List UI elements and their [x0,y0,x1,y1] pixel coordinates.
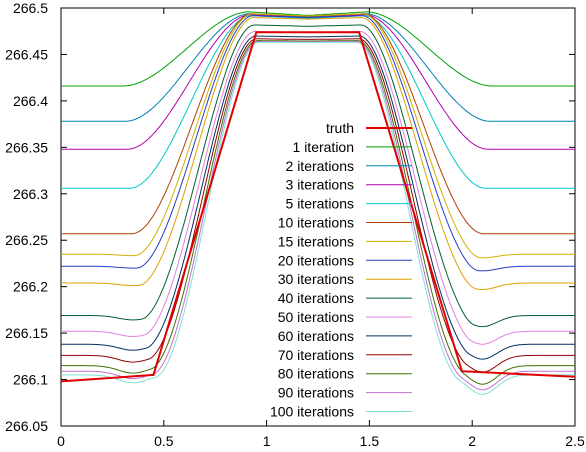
series-line [61,40,575,385]
y-tick-label: 266.05 [5,418,48,434]
series-line [61,13,575,122]
x-tick-label: 2 [468,433,476,449]
axis-ticks: 0 0.5 1 1.5 2 2.5 266.05 266.1 266.15 266.2 266.25… [5,0,585,449]
series-lines [60,11,576,395]
y-tick-label: 266.5 [13,0,48,16]
x-tick-label: 2.5 [565,433,585,449]
legend-label: 70 iterations [278,347,354,363]
y-tick-label: 266.45 [5,46,48,62]
series-line [61,16,575,291]
plot-frame [60,7,576,427]
legend-label: 15 iterations [278,233,354,249]
x-tick-label: 1 [263,433,271,449]
legend-label: 30 iterations [278,271,354,287]
series-line [61,15,575,272]
y-tick-label: 266.3 [13,186,48,202]
y-tick-label: 266.35 [5,139,48,155]
legend-label: 50 iterations [278,309,354,325]
series-line [61,35,575,360]
legend-label: 20 iterations [278,252,354,268]
legend-label: 100 iterations [270,404,354,420]
legend-label: truth [326,120,354,136]
series-line [61,41,575,395]
legend: truth 1 iteration 2 iterations 3 iterations… [270,120,412,420]
y-tick-label: 266.4 [13,93,48,109]
legend-label: 1 iteration [293,139,354,155]
x-tick-label: 1.5 [360,433,380,449]
series-line [61,14,575,150]
x-tick-label: 0 [57,433,65,449]
series-line [61,11,575,87]
legend-label: 2 iterations [286,158,354,174]
series-line [61,24,575,328]
legend-label: 40 iterations [278,290,354,306]
y-tick-label: 266.1 [13,372,48,388]
legend-label: 80 iterations [278,366,354,382]
y-tick-label: 266.15 [5,325,48,341]
series-line [61,13,575,259]
y-tick-label: 266.2 [13,279,48,295]
legend-label: 10 iterations [278,215,354,231]
truth-line [60,31,576,383]
series-line [61,15,575,189]
legend-label: 60 iterations [278,328,354,344]
legend-label: 5 iterations [286,196,354,212]
legend-label: 3 iterations [286,177,354,193]
legend-label: 90 iterations [278,385,354,401]
y-tick-label: 266.25 [5,232,48,248]
x-tick-label: 0.5 [154,433,174,449]
series-line [61,38,575,373]
